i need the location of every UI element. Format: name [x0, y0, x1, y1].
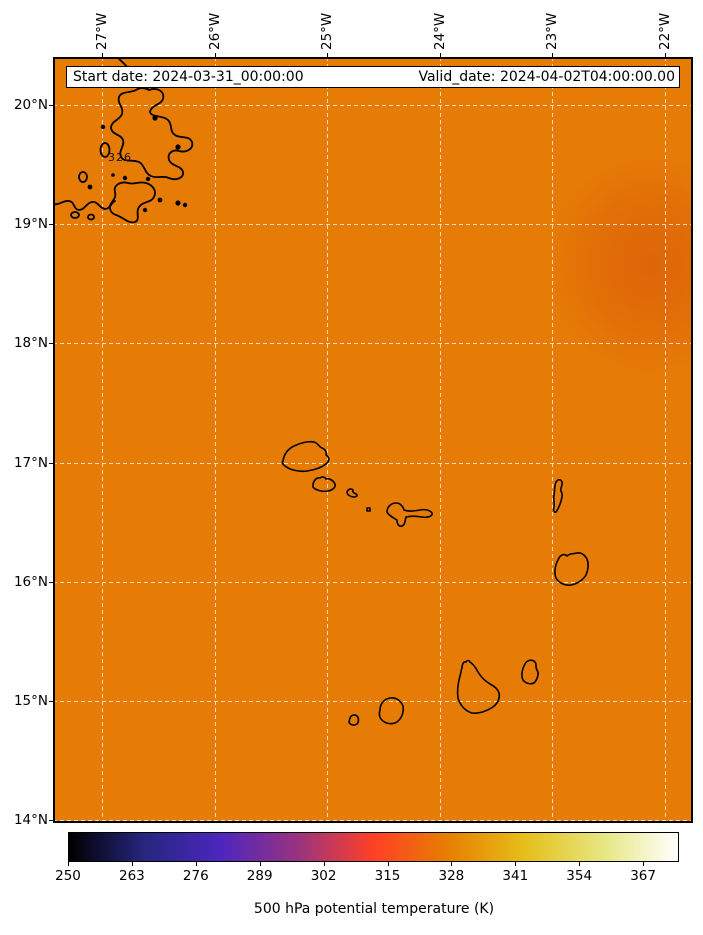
- y-tick-mark: [49, 582, 53, 583]
- colorbar-tick-mark: [323, 862, 325, 866]
- contour-dot: [111, 173, 115, 177]
- island-coastline-round-south: [378, 697, 405, 725]
- contour-dot: [122, 175, 128, 181]
- island-coastline-round-east: [554, 552, 589, 586]
- contour-small-loop: [70, 211, 80, 219]
- colorbar-tick-mark: [68, 862, 69, 866]
- grid-hline: [53, 105, 693, 106]
- island-coastline-small-southeast: [521, 659, 539, 685]
- contour-line-326-west-tail: [53, 200, 116, 211]
- grid-hline: [53, 701, 693, 702]
- y-tick-label: 14°N: [13, 812, 48, 828]
- contour-dot: [175, 200, 181, 206]
- contour-line-326-south-lobe: [109, 181, 156, 224]
- colorbar-tick-label: 367: [630, 868, 656, 884]
- colorbar-tick-label: 328: [438, 868, 465, 884]
- grid-vline: [440, 57, 441, 823]
- colorbar-tick-mark: [579, 862, 581, 866]
- grid-vline: [552, 57, 553, 823]
- map-axes: 326 Start date: 2024-03-31_00:00:00 Vali…: [53, 57, 693, 823]
- colorbar-tick-mark: [515, 862, 517, 866]
- x-tick-mark: [102, 53, 103, 57]
- x-tick-mark: [665, 53, 666, 57]
- colorbar-tick-mark: [259, 862, 261, 866]
- x-tick-mark: [440, 53, 441, 57]
- grid-vline: [665, 57, 666, 823]
- island-coastline-narrow-north-south: [552, 478, 564, 513]
- y-tick-label: 20°N: [13, 97, 48, 113]
- y-tick-mark: [49, 463, 53, 464]
- valid-date-text: Valid_date: 2024-04-02T04:00:00.00: [418, 69, 675, 85]
- y-tick-label: 16°N: [13, 574, 48, 590]
- colorbar: [68, 832, 679, 862]
- grid-hline: [53, 820, 693, 821]
- contour-dot: [142, 207, 148, 213]
- contour-line-326-main-lobe: [110, 87, 194, 181]
- y-tick-mark: [49, 701, 53, 702]
- contour-label-326: 326: [108, 151, 132, 164]
- island-coastline-large-south: [456, 659, 501, 714]
- y-tick-label: 18°N: [13, 335, 48, 351]
- contour-dot: [87, 184, 93, 190]
- colorbar-tick-mark: [387, 862, 389, 866]
- x-tick-mark: [552, 53, 553, 57]
- warm-anomaly-patch: [543, 147, 693, 382]
- contour-dot: [100, 124, 106, 130]
- colorbar-tick-label: 315: [374, 868, 401, 884]
- colorbar-tick-label: 263: [119, 868, 145, 884]
- grid-vline: [215, 57, 216, 823]
- y-tick-mark: [49, 820, 53, 821]
- y-tick-label: 15°N: [13, 693, 48, 709]
- colorbar-tick-label: 341: [502, 868, 529, 884]
- y-tick-mark: [49, 105, 53, 106]
- title-bar: Start date: 2024-03-31_00:00:00 Valid_da…: [66, 66, 680, 88]
- x-tick-label: 25°W: [319, 12, 335, 50]
- island-coastline-tiny-sliver: [346, 488, 358, 498]
- x-tick-label: 27°W: [94, 12, 110, 50]
- grid-hline: [53, 343, 693, 344]
- colorbar-title: 500 hPa potential temperature (K): [253, 901, 495, 917]
- colorbar-tick-label: 276: [182, 868, 209, 884]
- colorbar-tick-mark: [643, 862, 645, 866]
- x-tick-mark: [215, 53, 216, 57]
- island-coastline-northwest-large: [281, 440, 330, 473]
- y-tick-label: 19°N: [13, 216, 48, 232]
- coastlines-contours-layer: [53, 57, 589, 726]
- contour-dot: [182, 202, 188, 208]
- grid-hline: [53, 582, 693, 583]
- grid-hline: [53, 224, 693, 225]
- colorbar-tick-label: 302: [310, 868, 337, 884]
- grid-hline: [53, 463, 693, 464]
- island-coastline-small-southwest: [348, 714, 360, 726]
- contour-dot: [157, 197, 163, 203]
- x-tick-label: 22°W: [657, 12, 673, 50]
- x-tick-label: 26°W: [207, 12, 223, 50]
- x-tick-label: 23°W: [544, 12, 560, 50]
- island-coastline-elongated-east-tail: [386, 502, 433, 527]
- start-date-text: Start date: 2024-03-31_00:00:00: [73, 69, 304, 85]
- contour-dot: [145, 176, 151, 182]
- grid-vline: [327, 57, 328, 823]
- y-tick-label: 17°N: [13, 455, 48, 471]
- island-coastline-tiny-dot: [366, 507, 371, 512]
- y-tick-mark: [49, 224, 53, 225]
- grid-vline: [102, 57, 103, 823]
- colorbar-tick-label: 250: [55, 868, 81, 884]
- contour-dot: [152, 115, 158, 121]
- contour-small-loop: [99, 142, 111, 158]
- x-tick-mark: [327, 53, 328, 57]
- colorbar-tick-mark: [451, 862, 453, 866]
- colorbar-tick-mark: [195, 862, 197, 866]
- island-coastline-small-oval: [312, 476, 336, 493]
- colorbar-tick-label: 289: [246, 868, 273, 884]
- contour-small-loop: [78, 171, 88, 183]
- colorbar-tick-mark: [131, 862, 133, 866]
- contour-dot: [175, 144, 181, 150]
- x-tick-label: 24°W: [432, 12, 448, 50]
- contour-small-loop: [87, 213, 95, 221]
- colorbar-tick-label: 354: [566, 868, 593, 884]
- y-tick-mark: [49, 343, 53, 344]
